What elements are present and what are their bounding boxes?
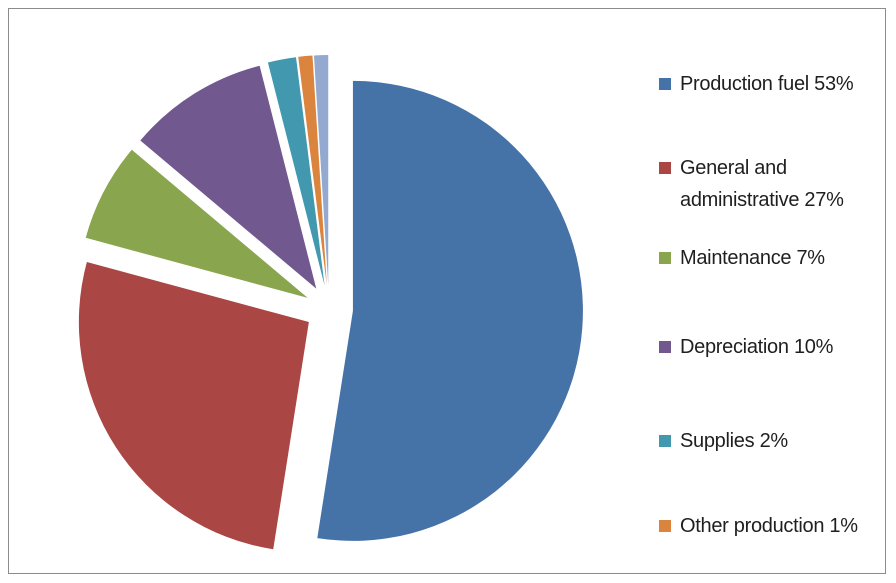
legend-label-general-administrative: General and administrative 27% bbox=[680, 157, 844, 211]
legend-item-production-fuel: Production fuel 53% bbox=[659, 68, 895, 100]
legend-item-maintenance: Maintenance 7% bbox=[659, 242, 895, 274]
legend-swatch-general-administrative bbox=[659, 162, 671, 174]
pie-slice-general-administrative bbox=[78, 261, 309, 550]
legend-swatch-maintenance bbox=[659, 252, 671, 264]
legend-item-general-administrative: General and administrative 27% bbox=[659, 152, 895, 216]
legend-label-supplies: Supplies 2% bbox=[680, 430, 788, 452]
legend-label-depreciation: Depreciation 10% bbox=[680, 336, 834, 358]
pie-slice-production-fuel bbox=[317, 80, 583, 541]
legend-label-maintenance: Maintenance 7% bbox=[680, 247, 825, 269]
pie-chart bbox=[78, 55, 583, 550]
legend-item-depreciation: Depreciation 10% bbox=[659, 331, 895, 363]
chart-area: Production fuel 53% General and administ… bbox=[8, 8, 886, 574]
legend-label-production-fuel: Production fuel 53% bbox=[680, 73, 854, 95]
legend-item-other-production: Other production 1% bbox=[659, 510, 895, 542]
pie-slice-maintenance bbox=[85, 149, 308, 298]
legend-swatch-supplies bbox=[659, 435, 671, 447]
legend-swatch-production-fuel bbox=[659, 78, 671, 90]
pie-slice-supplies bbox=[267, 57, 325, 286]
legend-label-other-production: Other production 1% bbox=[680, 515, 858, 537]
pie-slice-depreciation bbox=[140, 65, 317, 289]
pie-slice-unlabeled bbox=[313, 55, 329, 286]
legend-swatch-depreciation bbox=[659, 341, 671, 353]
pie-slice-other-production bbox=[298, 55, 327, 286]
legend-swatch-other-production bbox=[659, 520, 671, 532]
legend-item-supplies: Supplies 2% bbox=[659, 425, 895, 457]
